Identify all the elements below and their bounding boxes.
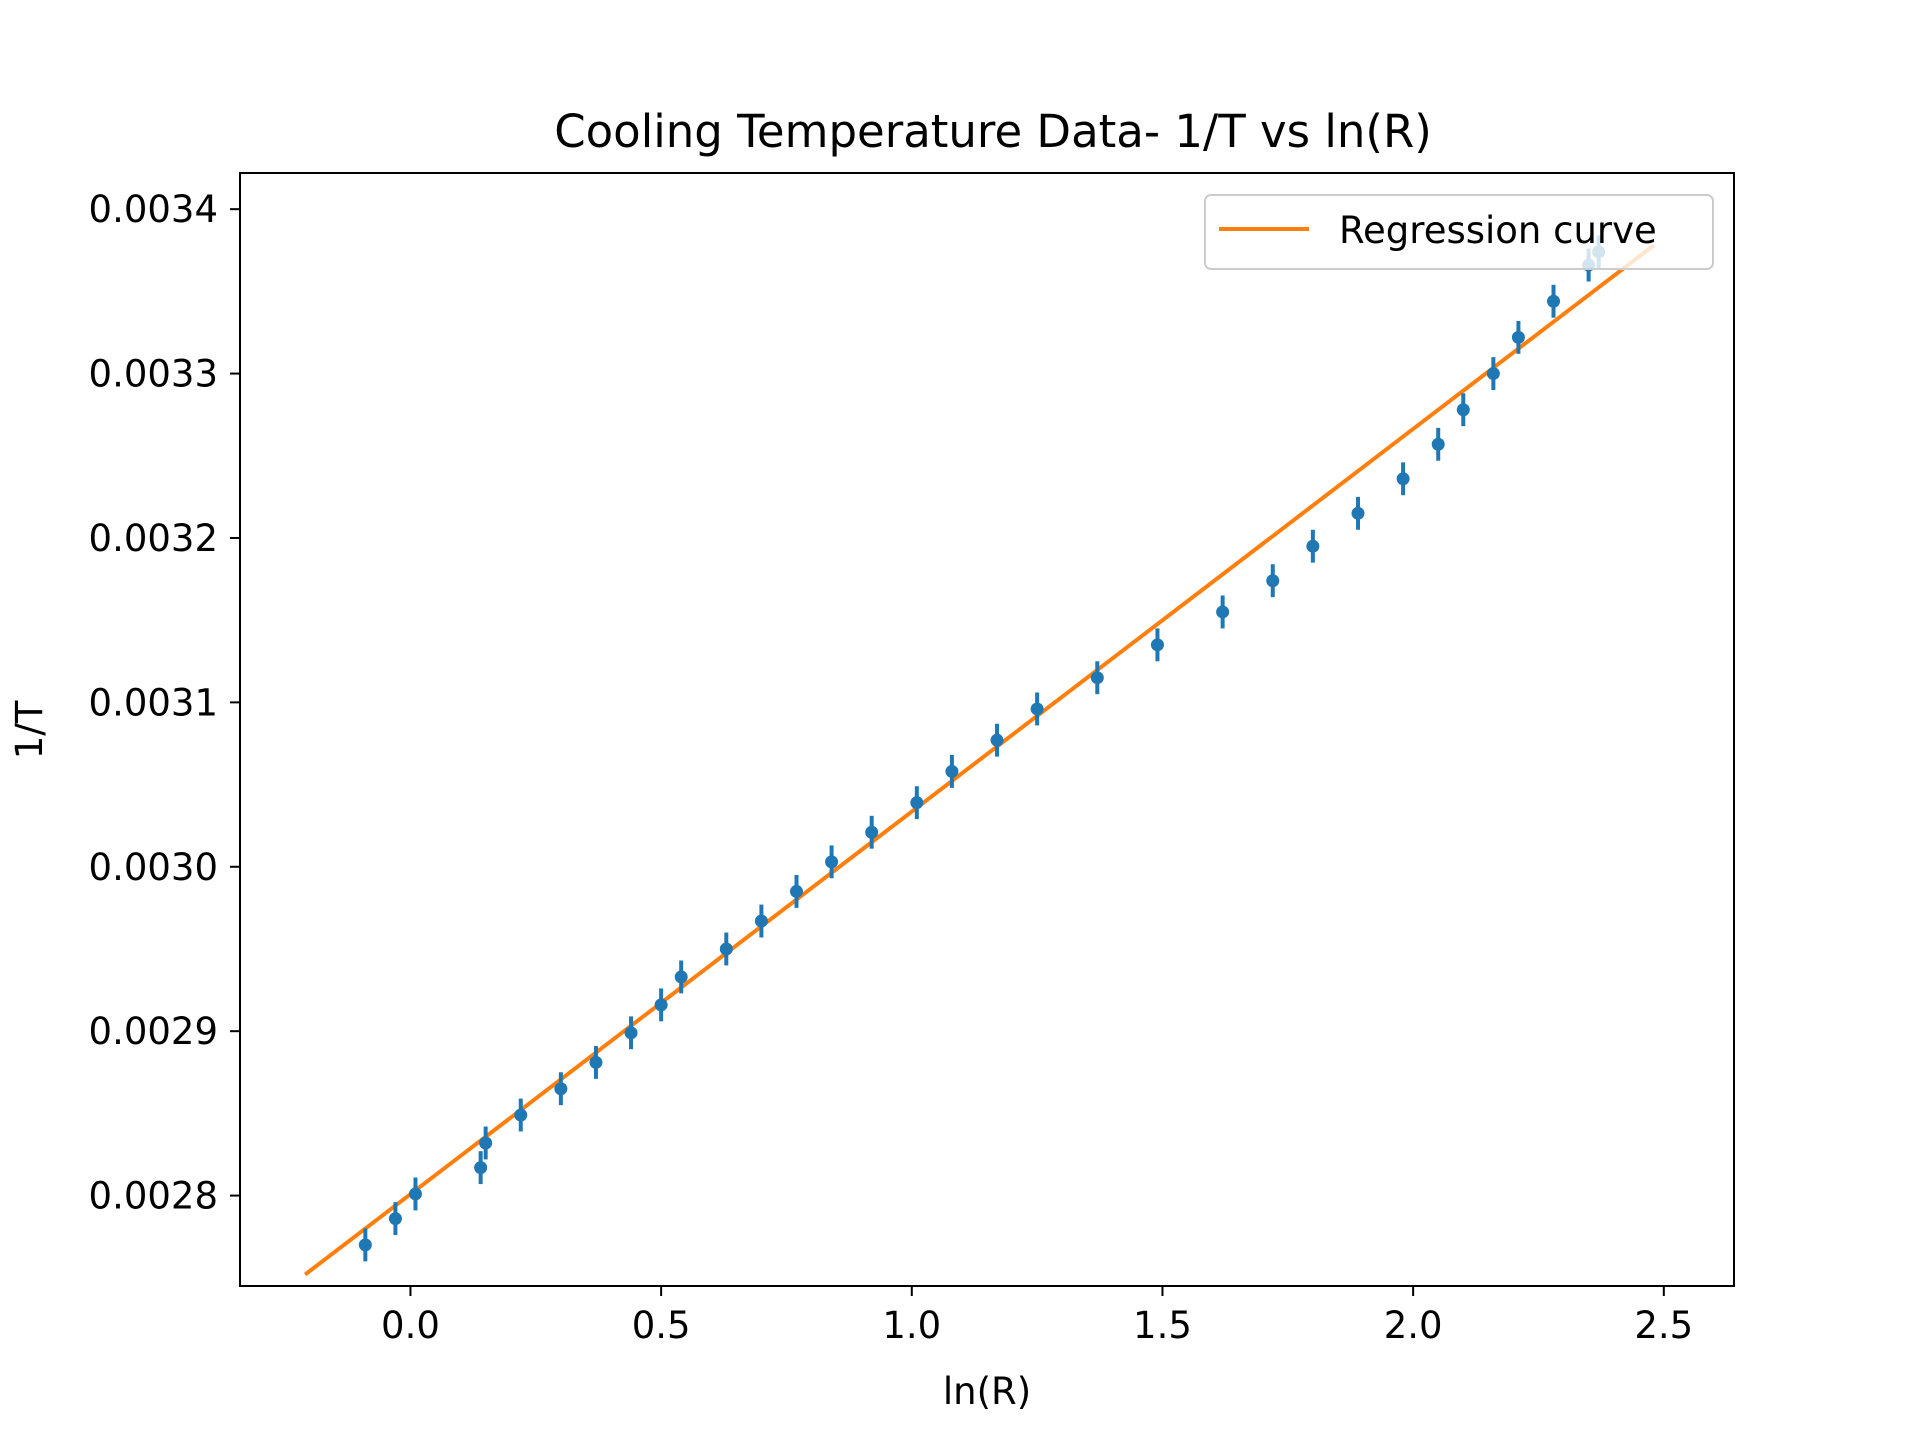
regression-line [303,243,1655,1277]
y-tick-label: 0.0034 [89,188,218,231]
data-point [1216,605,1230,619]
data-point [1486,367,1500,381]
data-point [1511,330,1525,344]
data-point [589,1055,603,1069]
legend-label: Regression curve [1339,209,1657,252]
data-point [1396,472,1410,486]
data-point [624,1026,638,1040]
data-point [514,1108,528,1122]
data-point [1431,437,1445,451]
x-tick-label: 2.5 [1634,1304,1693,1347]
legend: Regression curve [1204,194,1714,270]
x-tick-label: 0.5 [632,1304,691,1347]
data-point [719,942,733,956]
data-point [789,884,803,898]
legend-box [1204,194,1714,270]
data-point [945,764,959,778]
data-point [358,1238,372,1252]
x-axis-label: ln(R) [943,1370,1031,1413]
data-point [654,998,668,1012]
data-point [674,970,688,984]
data-point [865,825,879,839]
data-point [388,1212,402,1226]
y-axis-ticks: 0.0028 0.0029 0.0030 0.0031 0.0032 0.0033 0.00… [89,188,240,1218]
chart-title: Cooling Temperature Data- 1/T vs ln(R) [554,105,1432,158]
x-tick-label: 2.0 [1384,1304,1443,1347]
data-point [1456,403,1470,417]
y-tick-label: 0.0031 [89,681,218,724]
y-tick-label: 0.0032 [89,517,218,560]
data-point [825,855,839,869]
data-point [1547,294,1561,308]
data-point [1351,506,1365,520]
plot-frame [239,172,1735,1287]
data-points [358,235,1606,1262]
y-axis-label: 1/T [8,700,51,759]
data-point [1030,702,1044,716]
x-tick-label: 1.0 [882,1304,941,1347]
data-point [408,1187,422,1201]
y-tick-label: 0.0033 [89,353,218,396]
data-point [554,1082,568,1096]
data-point [479,1136,493,1150]
data-point [1090,671,1104,685]
x-axis-ticks: 0.0 0.5 1.0 1.5 2.0 2.5 [381,1286,1693,1347]
regression-curve [303,243,1655,1277]
data-point [1306,539,1320,553]
x-tick-label: 0.0 [381,1304,440,1347]
data-point [1266,574,1280,588]
y-tick-label: 0.0028 [89,1175,218,1218]
y-tick-label: 0.0030 [89,846,218,889]
y-tick-label: 0.0029 [89,1010,218,1053]
data-point [990,733,1004,747]
data-point [754,914,768,928]
data-point [1150,638,1164,652]
data-point [910,796,924,810]
data-point [474,1161,488,1175]
plot-area: 0.0 0.5 1.0 1.5 2.0 2.5 0.00280.00290.00300.0… [89,172,1735,1347]
x-tick-label: 1.5 [1133,1304,1192,1347]
